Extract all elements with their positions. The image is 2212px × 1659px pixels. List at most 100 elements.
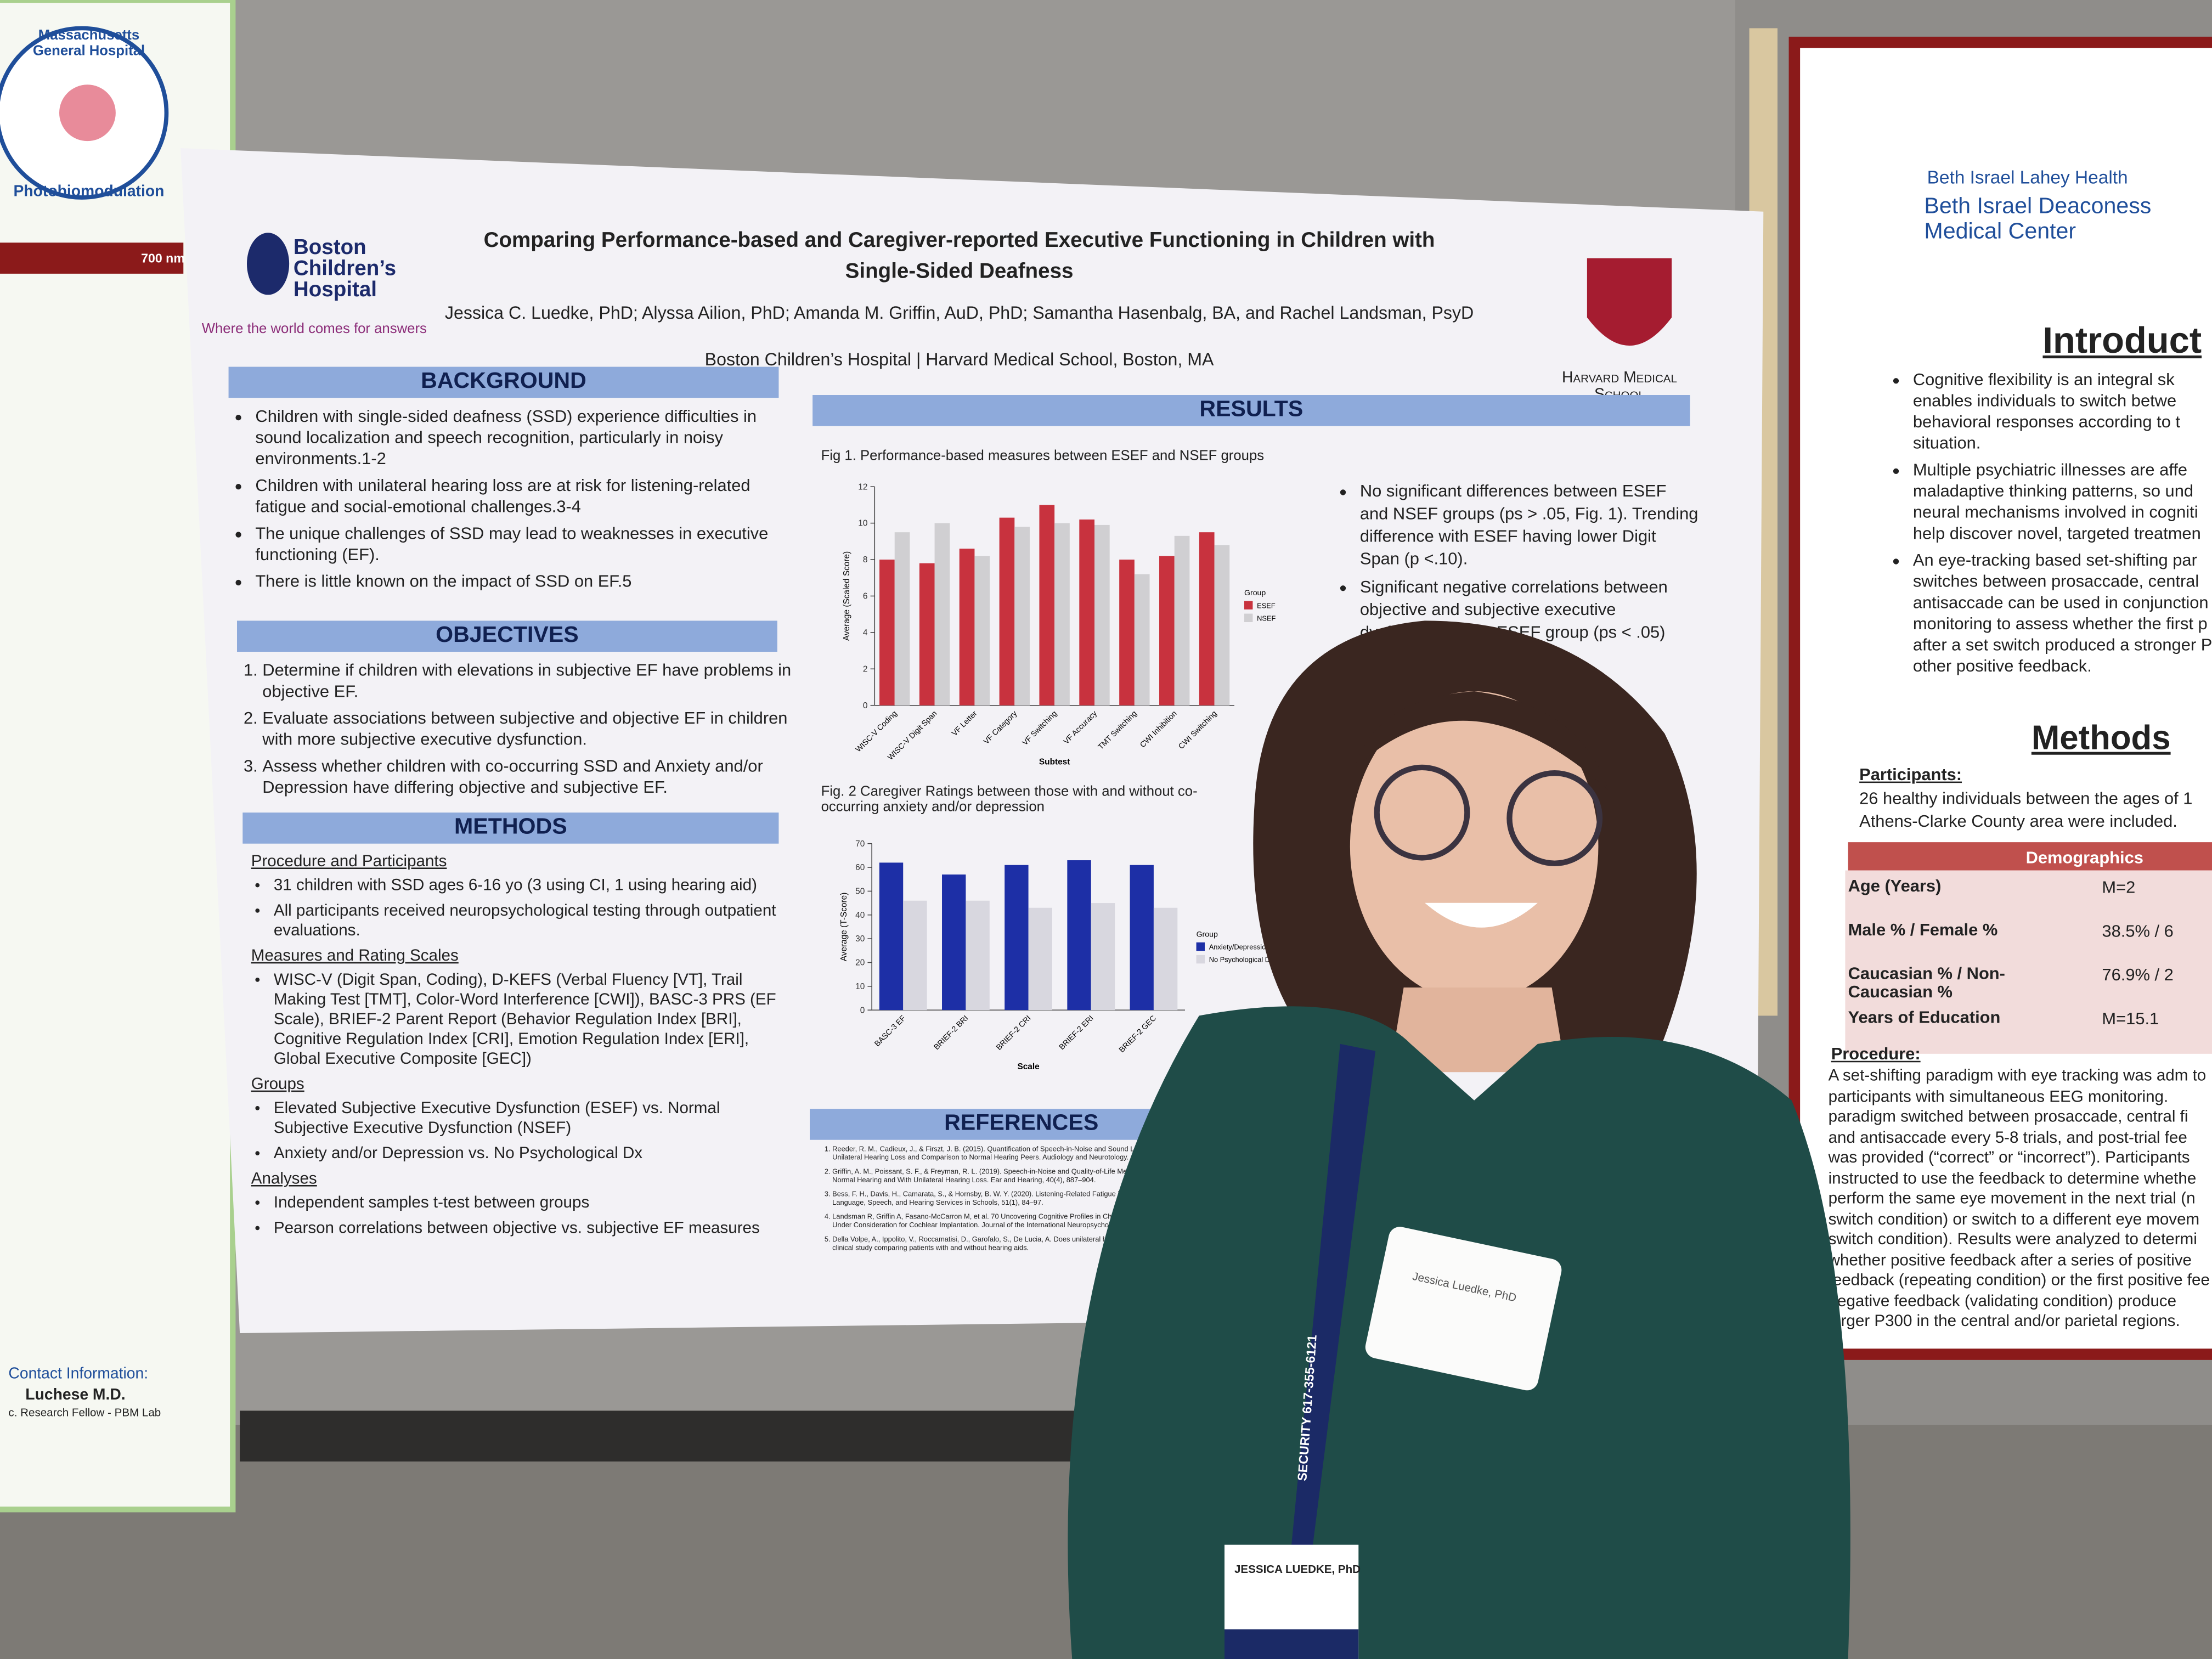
x-tick-label: VF Switching: [1020, 709, 1059, 747]
y-tick-label: 40: [855, 911, 865, 920]
y-tick-label: 12: [858, 482, 867, 492]
demo-value: 76.9% / 2: [2102, 964, 2174, 985]
x-tick-label: BRIEF-2 CRI: [994, 1013, 1032, 1052]
x-tick-label: BRIEF-2 ERI: [1057, 1013, 1095, 1051]
section-heading: BACKGROUND: [228, 366, 779, 398]
glasses: [1506, 770, 1603, 866]
neck: [1389, 988, 1566, 1073]
objectives-list: Determine if children with elevations in…: [237, 660, 798, 804]
findings-list: No significant differences between ESEF …: [1338, 479, 1699, 677]
x-tick-label: CWI Switching: [1177, 709, 1218, 751]
y-tick-label: 0: [860, 1006, 865, 1015]
bar: [934, 523, 950, 706]
list-item: The unique challenges of SSD may lead to…: [255, 523, 798, 566]
wavelength: 700 nm: [141, 251, 185, 266]
legend-label: Anxiety/Depression: [1209, 943, 1270, 951]
list-item: There is little known on the impact of S…: [255, 571, 798, 592]
demographics-header: [1848, 842, 2212, 871]
bar: [1153, 907, 1178, 1011]
list-item: No significant differences between ESEF …: [1360, 479, 1699, 570]
intro-list: Cognitive flexibility is an integral sk …: [1891, 370, 2212, 687]
methods-body: Procedure and Participants 31 children wi…: [251, 849, 780, 1244]
legend-title: Group: [1244, 588, 1266, 597]
list-item: Multiple psychiatric illnesses are affe …: [1913, 460, 2212, 544]
procedure-text: A set-shifting paradigm with eye trackin…: [1828, 1068, 2210, 1330]
list-item: All participants received neuropsycholog…: [274, 901, 780, 941]
demo-value: M=2: [2102, 877, 2136, 898]
y-tick-label: 10: [858, 519, 867, 528]
bar: [959, 549, 975, 706]
bar: [1199, 532, 1215, 706]
methods-heading: Methods: [2031, 719, 2171, 758]
id-card-band: [1224, 1629, 1359, 1659]
list-item: Children with unilateral hearing loss ar…: [255, 476, 798, 518]
x-tick-label: CWI Inhibition: [1138, 709, 1178, 749]
x-tick-label: BRIEF-2 GEC: [1117, 1013, 1158, 1054]
demo-value: 38.5% / 6: [2102, 921, 2174, 941]
legend-swatch: [1196, 955, 1205, 964]
list-item: Pearson correlations between objective v…: [274, 1219, 780, 1239]
bar: [942, 874, 966, 1011]
intro-heading: Introduct: [2042, 319, 2202, 362]
demographics-table: [1845, 870, 2212, 1054]
bar: [1214, 545, 1230, 706]
name-badge: [1365, 1227, 1562, 1391]
mgh-name: Massachusetts General Hospital: [32, 28, 145, 59]
person: [1068, 620, 1850, 1659]
demo-value: M=15.1: [2102, 1008, 2159, 1029]
x-tick-label: VF Letter: [950, 709, 979, 738]
bar: [974, 556, 990, 706]
bar: [1079, 519, 1094, 706]
legend-swatch: [1196, 942, 1205, 951]
y-tick-label: 8: [863, 555, 868, 565]
wavelength-bar: [0, 242, 184, 274]
list-item: WISC-V (Digit Span, Coding), D-KEFS (Ver…: [274, 970, 780, 1069]
glasses: [1374, 764, 1470, 861]
bar: [1054, 523, 1070, 706]
x-axis-label: Subtest: [1039, 758, 1070, 767]
procedure-label: Procedure:: [1831, 1043, 1921, 1064]
x-tick-label: WISC-V Coding: [854, 709, 899, 754]
bar: [1091, 903, 1115, 1011]
methods-list: WISC-V (Digit Span, Coding), D-KEFS (Ver…: [251, 970, 780, 1069]
list-item: Cognitive flexibility is an integral sk …: [1913, 370, 2212, 454]
x-tick-label: BASC-3 EF: [873, 1013, 907, 1048]
bar: [903, 900, 927, 1011]
id-name: JESSICA LUEDKE, PhD: [1234, 1563, 1361, 1576]
bar: [894, 532, 910, 706]
brain-icon: [59, 84, 116, 142]
bar: [879, 559, 895, 706]
section-heading: OBJECTIVES: [237, 620, 777, 652]
bar: [1134, 574, 1150, 706]
lanyard: [1290, 1043, 1376, 1552]
list-item: An eye-tracking based set-shifting par s…: [1913, 550, 2212, 677]
bar: [999, 517, 1015, 706]
methods-list: Independent samples t-test between group…: [251, 1193, 780, 1238]
list-item: Independent samples t-test between group…: [274, 1193, 780, 1213]
y-tick-label: 6: [863, 592, 868, 601]
bch-tagline: Where the world comes for answers: [201, 321, 427, 337]
org2: Beth Israel Deaconess Medical Center: [1924, 194, 2152, 244]
y-tick-label: 30: [855, 934, 865, 944]
legend-swatch: [1244, 601, 1253, 610]
subheading: Analyses: [251, 1171, 317, 1188]
legend-label: No Psychological Dx: [1209, 956, 1274, 964]
subheading: Procedure and Participants: [251, 853, 447, 871]
legend-swatch: [1244, 613, 1253, 622]
bar: [1094, 524, 1110, 706]
list-item: Anxiety and/or Depression vs. No Psychol…: [274, 1144, 780, 1164]
demo-label: Years of Education: [1848, 1007, 2001, 1027]
x-tick-label: BRIEF-2 BRI: [932, 1013, 970, 1051]
y-tick-label: 0: [863, 701, 868, 710]
background-list: Children with single-sided deafness (SSD…: [233, 407, 798, 599]
y-tick-label: 10: [855, 982, 865, 991]
bar: [1119, 559, 1135, 706]
bch-logo-mark: [247, 233, 290, 295]
list-item: Evaluate associations between subjective…: [262, 708, 798, 751]
list-item: Determine if children with elevations in…: [262, 660, 798, 702]
list-item: 31 children with SSD ages 6-16 yo (3 usi…: [274, 876, 780, 896]
poster-title: Comparing Performance-based and Caregive…: [483, 228, 1435, 284]
bch-logo-text: Boston Children’s Hospital: [293, 235, 397, 302]
y-axis-label: Average (T-Score): [839, 893, 849, 962]
